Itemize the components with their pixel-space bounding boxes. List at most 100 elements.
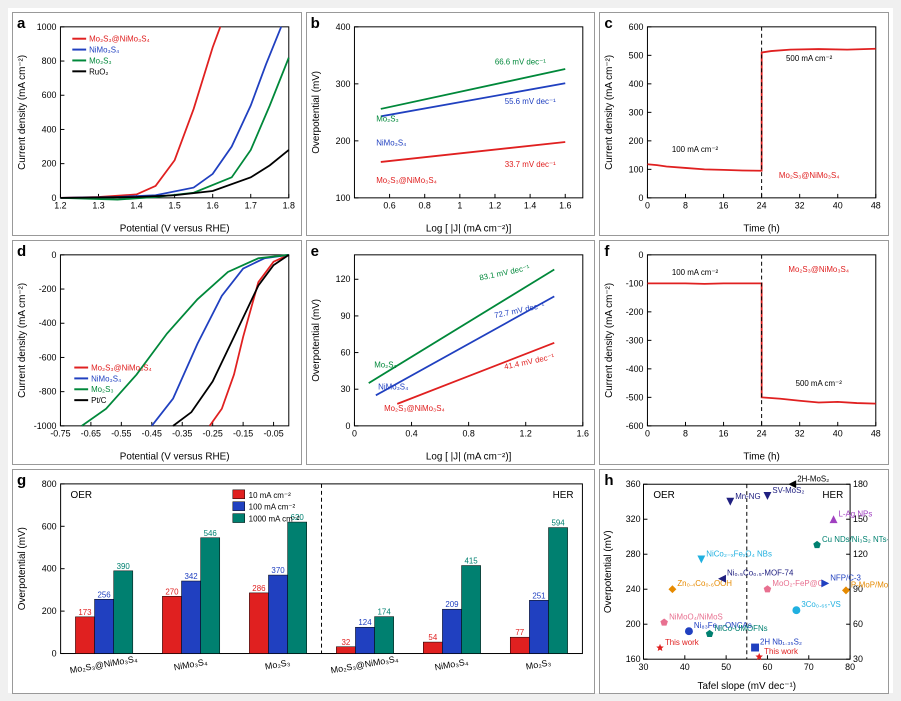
- svg-text:Current density (mA cm⁻²): Current density (mA cm⁻²): [17, 55, 28, 170]
- svg-text:Mo₂S₃@NiMo₃S₄: Mo₂S₃@NiMo₃S₄: [384, 404, 445, 413]
- svg-text:SV-MoS₂: SV-MoS₂: [773, 486, 805, 495]
- svg-text:40: 40: [833, 201, 843, 211]
- svg-text:Mo₂S₃: Mo₂S₃: [264, 657, 291, 671]
- svg-text:400: 400: [42, 124, 57, 134]
- svg-text:-100: -100: [626, 279, 644, 289]
- svg-text:600: 600: [42, 521, 57, 531]
- svg-text:500: 500: [629, 50, 644, 60]
- svg-text:100 mA cm⁻²: 100 mA cm⁻²: [672, 145, 719, 154]
- svg-text:32: 32: [341, 638, 350, 647]
- svg-text:0: 0: [52, 193, 57, 203]
- svg-text:60: 60: [340, 348, 350, 358]
- svg-text:Current density (mA cm⁻²): Current density (mA cm⁻²): [17, 283, 28, 398]
- svg-text:Mn-NG: Mn-NG: [736, 492, 761, 501]
- panel-b: b0.60.811.21.41.6100200300400Log [ |J| (…: [306, 12, 596, 236]
- panel-c: c0816243240480100200300400500600Time (h)…: [599, 12, 889, 236]
- svg-text:240: 240: [626, 584, 641, 594]
- panel-label-a: a: [17, 15, 25, 32]
- svg-text:-0.35: -0.35: [172, 429, 192, 439]
- svg-text:251: 251: [532, 591, 546, 600]
- svg-text:40: 40: [833, 429, 843, 439]
- svg-text:0: 0: [645, 429, 650, 439]
- svg-text:Mo₂S₃@NiMo₃S₄: Mo₂S₃@NiMo₃S₄: [91, 364, 152, 373]
- panel-label-f: f: [604, 243, 609, 260]
- svg-text:50: 50: [722, 662, 732, 672]
- svg-text:-0.55: -0.55: [111, 429, 131, 439]
- panel-f: f081624324048-600-500-400-300-200-1000Ti…: [599, 240, 889, 464]
- svg-text:-0.05: -0.05: [263, 429, 283, 439]
- svg-text:400: 400: [42, 564, 57, 574]
- svg-text:33.7 mV dec⁻¹: 33.7 mV dec⁻¹: [504, 160, 555, 169]
- svg-text:209: 209: [445, 600, 459, 609]
- svg-text:83.1 mV dec⁻¹: 83.1 mV dec⁻¹: [478, 263, 530, 283]
- svg-text:60: 60: [763, 662, 773, 672]
- panel-label-g: g: [17, 472, 26, 489]
- svg-text:Overpotential (mV): Overpotential (mV): [311, 71, 322, 154]
- svg-text:8: 8: [683, 201, 688, 211]
- svg-text:48: 48: [871, 429, 881, 439]
- svg-text:Mo₂S₃@NiMo₃S₄: Mo₂S₃@NiMo₃S₄: [69, 653, 138, 675]
- svg-text:200: 200: [626, 619, 641, 629]
- svg-text:200: 200: [629, 136, 644, 146]
- svg-text:16: 16: [719, 429, 729, 439]
- svg-text:NiMo₃S₄: NiMo₃S₄: [173, 656, 209, 672]
- svg-text:10 mA cm⁻²: 10 mA cm⁻²: [249, 491, 291, 500]
- svg-text:NiMo₃S₄: NiMo₃S₄: [89, 46, 119, 55]
- svg-text:NiCo₂₋ₓFeₓO₄ NBs: NiCo₂₋ₓFeₓO₄ NBs: [707, 549, 773, 558]
- svg-text:54: 54: [428, 633, 437, 642]
- svg-text:0: 0: [645, 201, 650, 211]
- svg-text:2H Nb₁.₃₅S₂: 2H Nb₁.₃₅S₂: [760, 637, 802, 646]
- svg-text:1.4: 1.4: [524, 201, 536, 211]
- svg-text:66.6 mV dec⁻¹: 66.6 mV dec⁻¹: [494, 57, 545, 66]
- svg-text:77: 77: [515, 628, 524, 637]
- svg-text:MoO₂-FeP@C: MoO₂-FeP@C: [773, 579, 824, 588]
- panel-label-c: c: [604, 15, 612, 32]
- svg-text:3Co₀.₆₅-VS: 3Co₀.₆₅-VS: [802, 600, 841, 609]
- svg-text:8: 8: [683, 429, 688, 439]
- svg-text:Current density (mA cm⁻²): Current density (mA cm⁻²): [604, 55, 615, 170]
- svg-text:-0.15: -0.15: [233, 429, 253, 439]
- svg-text:1.4: 1.4: [130, 201, 142, 211]
- svg-text:1.8: 1.8: [283, 201, 295, 211]
- svg-text:370: 370: [271, 566, 285, 575]
- svg-text:500 mA cm⁻²: 500 mA cm⁻²: [796, 379, 843, 388]
- svg-text:0: 0: [639, 193, 644, 203]
- svg-text:200: 200: [42, 606, 57, 616]
- svg-text:NiCo-UMOFNs: NiCo-UMOFNs: [715, 624, 768, 633]
- svg-text:Mo₂S₃: Mo₂S₃: [374, 361, 397, 370]
- svg-text:90: 90: [340, 311, 350, 321]
- svg-text:-0.25: -0.25: [203, 429, 223, 439]
- svg-text:Mo₂S₃: Mo₂S₃: [89, 56, 112, 65]
- svg-text:24: 24: [757, 429, 767, 439]
- svg-text:256: 256: [97, 590, 111, 599]
- svg-text:390: 390: [117, 562, 131, 571]
- svg-text:Log [ |J| (mA cm⁻²)]: Log [ |J| (mA cm⁻²)]: [426, 452, 512, 463]
- svg-text:286: 286: [252, 584, 266, 593]
- svg-text:174: 174: [378, 607, 392, 616]
- panel-e: e00.40.81.21.60306090120Log [ |J| (mA cm…: [306, 240, 596, 464]
- svg-text:1.6: 1.6: [559, 201, 571, 211]
- svg-text:32: 32: [795, 201, 805, 211]
- svg-text:100 mA cm⁻²: 100 mA cm⁻²: [249, 503, 296, 512]
- svg-text:160: 160: [626, 654, 641, 664]
- svg-text:1.7: 1.7: [245, 201, 257, 211]
- svg-text:1000 mA cm⁻²: 1000 mA cm⁻²: [249, 514, 300, 523]
- svg-text:HER: HER: [823, 490, 844, 501]
- svg-text:This work: This work: [665, 638, 699, 647]
- panel-d: d-0.75-0.65-0.55-0.45-0.35-0.25-0.15-0.0…: [12, 240, 302, 464]
- svg-text:320: 320: [626, 514, 641, 524]
- svg-text:48: 48: [871, 201, 881, 211]
- svg-text:-200: -200: [626, 307, 644, 317]
- svg-text:24: 24: [757, 201, 767, 211]
- svg-text:This work: This work: [764, 647, 798, 656]
- svg-text:342: 342: [184, 572, 197, 581]
- svg-text:100 mA cm⁻²: 100 mA cm⁻²: [672, 268, 719, 277]
- svg-text:72.7 mV dec⁻¹: 72.7 mV dec⁻¹: [493, 301, 545, 321]
- svg-text:1: 1: [457, 201, 462, 211]
- svg-text:Pt/C: Pt/C: [91, 397, 107, 406]
- svg-text:0: 0: [639, 250, 644, 260]
- svg-text:100: 100: [335, 193, 350, 203]
- svg-text:600: 600: [42, 90, 57, 100]
- svg-text:60: 60: [853, 619, 863, 629]
- svg-text:0.4: 0.4: [405, 429, 417, 439]
